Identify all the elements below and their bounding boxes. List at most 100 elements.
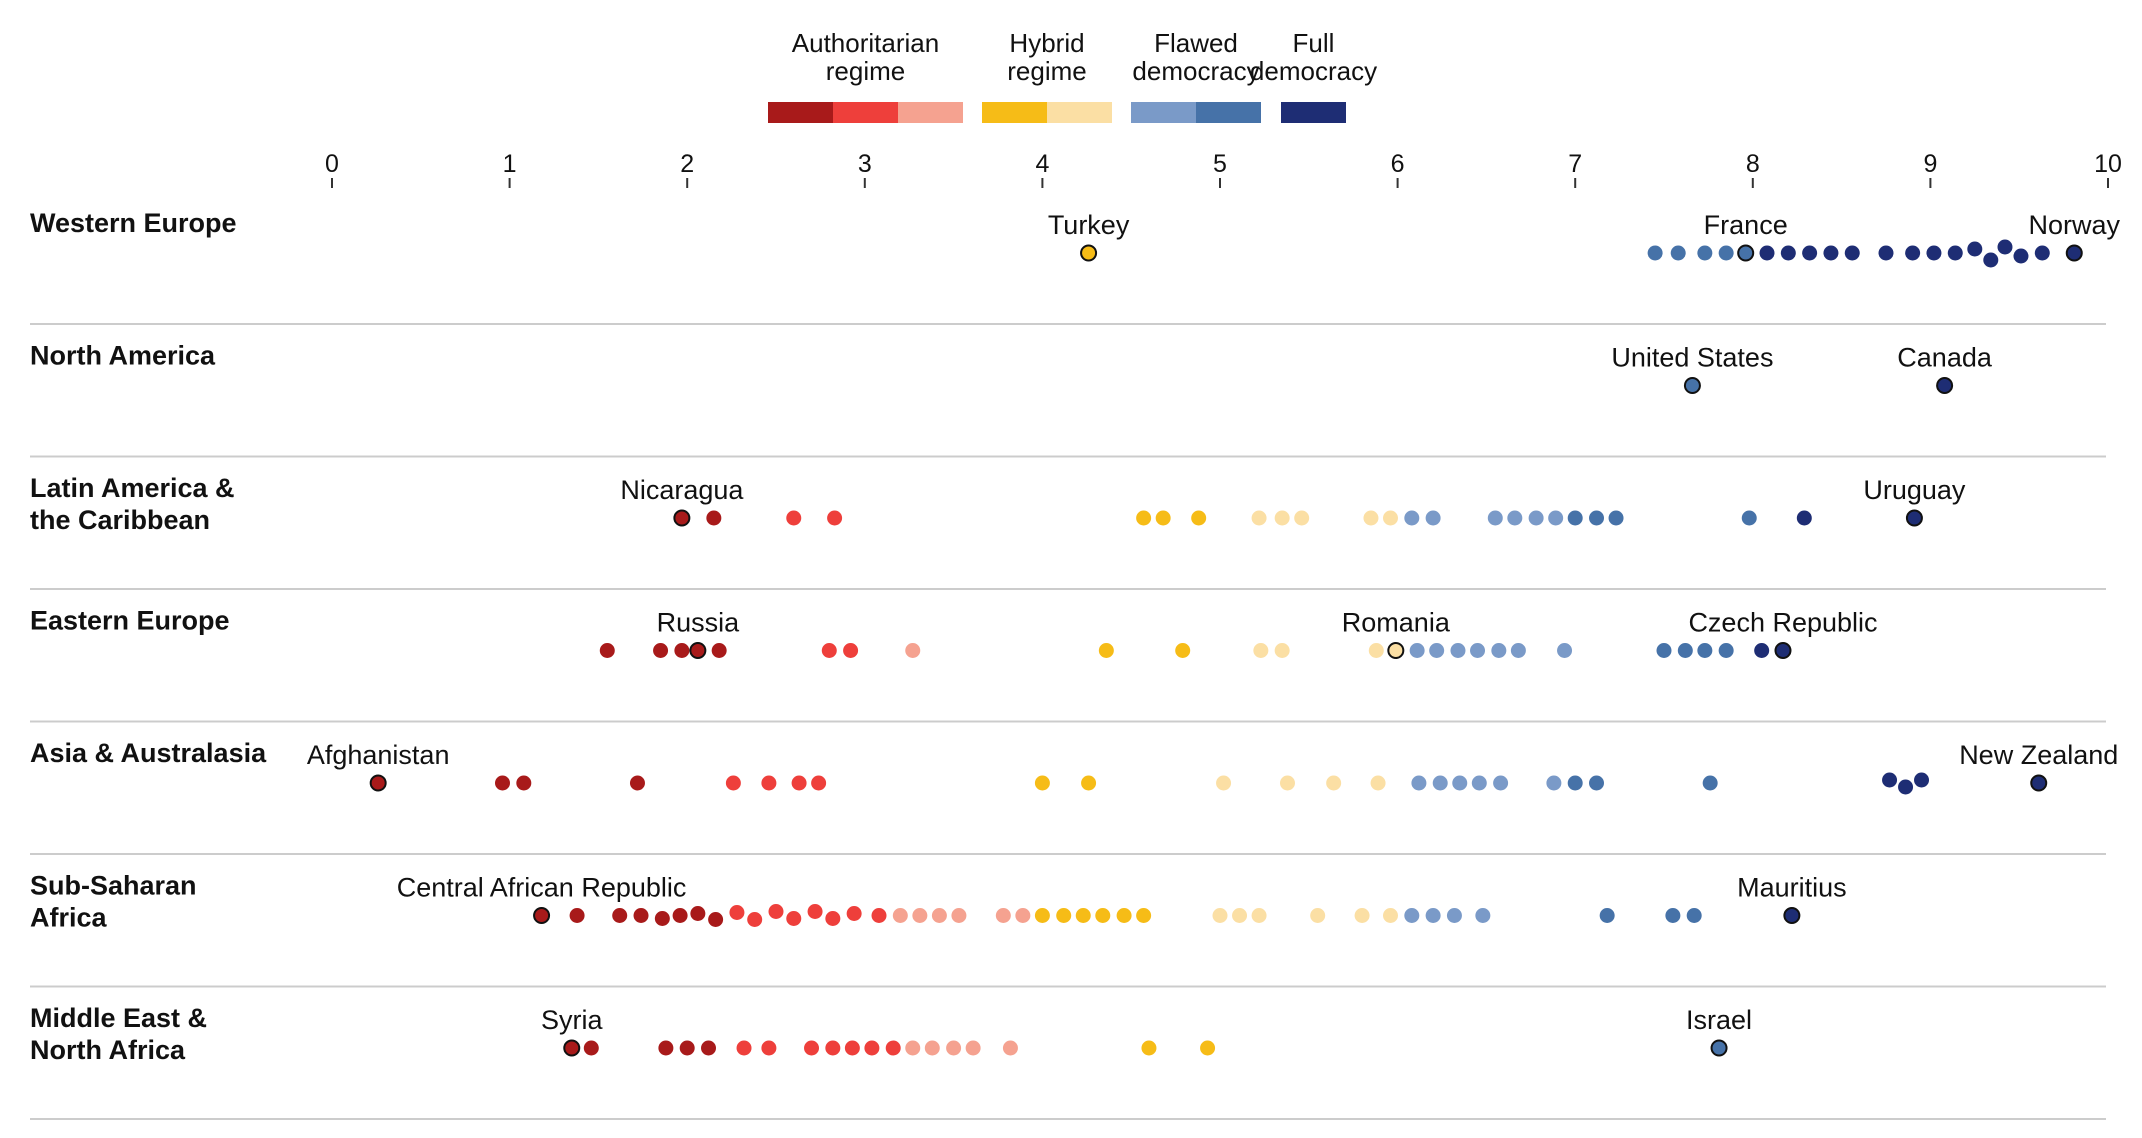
tick-label: 3 — [858, 150, 872, 178]
country-dot — [946, 1040, 962, 1056]
region-label: the Caribbean — [30, 505, 210, 535]
country-dot — [786, 510, 802, 526]
highlighted-country-dot — [1936, 377, 1954, 394]
country-dot — [1034, 775, 1050, 791]
country-dot — [1200, 1040, 1216, 1056]
region-row: Latin America &the Caribbean Nicaragua Uru… — [30, 473, 2106, 590]
country-dot — [1368, 643, 1384, 658]
region-label: Sub-Saharan — [30, 871, 197, 901]
country-dot — [1983, 252, 1999, 268]
region-label: Western Europe — [30, 208, 237, 238]
country-dot — [2013, 248, 2029, 264]
tick-label: 5 — [1213, 150, 1227, 178]
country-dot — [965, 1040, 981, 1056]
country-dot — [885, 1040, 901, 1056]
country-dot — [658, 1040, 674, 1056]
country-dot — [1546, 775, 1562, 791]
highlighted-country-dot — [1683, 377, 1701, 394]
country-dot — [1274, 643, 1290, 658]
country-dot — [1432, 775, 1448, 791]
country-dot — [736, 1040, 752, 1056]
country-dot — [1947, 245, 1963, 261]
country-dot — [1310, 908, 1326, 923]
country-dot — [811, 775, 827, 791]
country-dot — [1363, 510, 1379, 526]
legend-label: democracy — [1250, 56, 1377, 86]
country-dot — [1404, 908, 1420, 923]
country-dot — [1686, 908, 1702, 923]
country-dot — [633, 908, 649, 923]
country-label: Canada — [1897, 343, 1993, 373]
tick-label: 8 — [1746, 150, 1760, 178]
tick-label: 2 — [680, 150, 694, 178]
country-dot — [761, 1040, 777, 1056]
country-dot — [1677, 643, 1693, 658]
highlighted-country-dot — [1774, 642, 1792, 659]
region-row: Eastern Europe Russia Romania Czech Republi… — [30, 606, 2106, 723]
country-dot — [1470, 643, 1486, 658]
country-dot — [1354, 908, 1370, 923]
legend-swatch — [1047, 102, 1112, 123]
country-dot — [654, 911, 670, 926]
country-dot — [1567, 775, 1583, 791]
country-dot — [1425, 908, 1441, 923]
country-dot — [1095, 908, 1111, 923]
country-dot — [1382, 510, 1398, 526]
country-dot — [1796, 510, 1812, 526]
country-dot — [1411, 775, 1427, 791]
country-dot — [892, 908, 908, 923]
country-dot — [1718, 245, 1734, 261]
tick-label: 9 — [1923, 150, 1937, 178]
highlighted-country-dot — [369, 774, 387, 792]
country-dot — [1697, 643, 1713, 658]
country-dot — [1589, 510, 1605, 526]
country-dot — [1056, 908, 1072, 923]
country-dot — [1326, 775, 1342, 791]
highlighted-country-dot — [673, 509, 691, 527]
country-dot — [494, 775, 510, 791]
highlighted-country-dot — [1737, 244, 1755, 262]
country-label: Israel — [1686, 1005, 1752, 1035]
country-dot — [825, 1040, 841, 1056]
country-dot — [807, 904, 823, 919]
highlighted-country-dot — [1783, 907, 1801, 924]
country-dot — [1116, 908, 1132, 923]
country-dot — [1697, 245, 1713, 261]
region-row: Western Europe Turkey France Norway — [30, 208, 2121, 325]
country-label: Norway — [2028, 210, 2120, 240]
country-dot — [1212, 908, 1228, 923]
country-label: Syria — [541, 1005, 603, 1035]
country-dot — [843, 643, 859, 658]
country-dot — [1967, 241, 1983, 257]
country-dot — [1216, 775, 1232, 791]
country-dot — [1002, 1040, 1018, 1056]
country-dot — [951, 908, 967, 923]
country-dot — [1741, 510, 1757, 526]
tick-label: 0 — [325, 150, 339, 178]
country-dot — [690, 906, 706, 921]
country-dot — [1702, 775, 1718, 791]
country-dot — [1589, 775, 1605, 791]
country-dot — [1098, 643, 1114, 658]
country-dot — [1844, 245, 1860, 261]
highlighted-country-dot — [1080, 244, 1098, 262]
country-dot — [725, 775, 741, 791]
country-label: New Zealand — [1959, 740, 2118, 770]
country-dot — [1232, 908, 1248, 923]
region-label: Eastern Europe — [30, 606, 230, 636]
country-dot — [583, 1040, 599, 1056]
country-dot — [804, 1040, 820, 1056]
country-dot — [1898, 779, 1914, 795]
country-dot — [1487, 510, 1503, 526]
country-dot — [1274, 510, 1290, 526]
country-dot — [995, 908, 1011, 923]
legend-label: regime — [826, 56, 905, 86]
country-dot — [1175, 643, 1191, 658]
country-dot — [768, 904, 784, 919]
country-label: Afghanistan — [307, 740, 450, 770]
legend-label: Flawed — [1154, 28, 1238, 58]
country-dot — [1599, 908, 1615, 923]
highlighted-country-dot — [2065, 244, 2083, 262]
country-dot — [701, 1040, 717, 1056]
